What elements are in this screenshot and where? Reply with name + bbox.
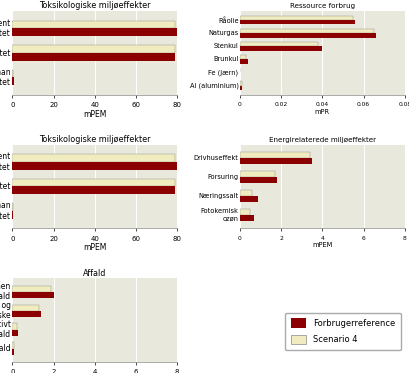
Bar (12, 203, 13, 211)
Bar (240, 177, 277, 183)
Bar (240, 209, 250, 215)
X-axis label: mPEM: mPEM (312, 242, 333, 248)
Bar (240, 42, 318, 46)
Bar (240, 158, 312, 164)
Bar (12, 304, 39, 311)
Bar (12, 21, 175, 28)
Bar (12, 53, 175, 61)
Bar (240, 46, 322, 51)
Bar (12, 342, 13, 348)
Bar (240, 55, 246, 59)
Bar (240, 20, 355, 25)
Bar (240, 29, 374, 33)
Bar (12, 311, 41, 317)
Bar (12, 211, 13, 219)
Bar (12, 186, 175, 194)
Bar (12, 78, 14, 85)
Bar (240, 16, 353, 20)
Bar (12, 28, 177, 36)
Bar (240, 171, 275, 177)
Bar (12, 70, 13, 78)
Bar (12, 45, 175, 53)
X-axis label: mPR: mPR (315, 109, 330, 115)
Bar (240, 33, 376, 38)
Bar (240, 81, 242, 85)
Bar (240, 196, 258, 202)
Bar (12, 323, 17, 330)
X-axis label: mPEM: mPEM (83, 243, 106, 252)
Bar (240, 190, 252, 196)
X-axis label: mPEM: mPEM (83, 110, 106, 119)
Bar (12, 330, 18, 336)
Bar (12, 179, 175, 186)
Bar (240, 59, 248, 64)
Title: Toksikologiske miljøeffekter: Toksikologiske miljøeffekter (39, 1, 151, 10)
Title: Affald: Affald (83, 269, 106, 278)
Bar (12, 292, 54, 298)
Bar (240, 215, 254, 221)
Bar (240, 85, 242, 90)
Bar (12, 348, 14, 355)
Bar (12, 286, 52, 292)
Bar (12, 162, 177, 170)
Title: Toksikologiske miljøeffekter: Toksikologiske miljøeffekter (39, 135, 151, 144)
Title: Ressource forbrug: Ressource forbrug (290, 3, 355, 9)
Bar (240, 152, 310, 158)
Bar (12, 154, 175, 162)
Title: Energirelaterede miljøeffekter: Energirelaterede miljøeffekter (269, 137, 376, 143)
Legend: Forbrugerreference, Scenario 4: Forbrugerreference, Scenario 4 (285, 313, 401, 350)
